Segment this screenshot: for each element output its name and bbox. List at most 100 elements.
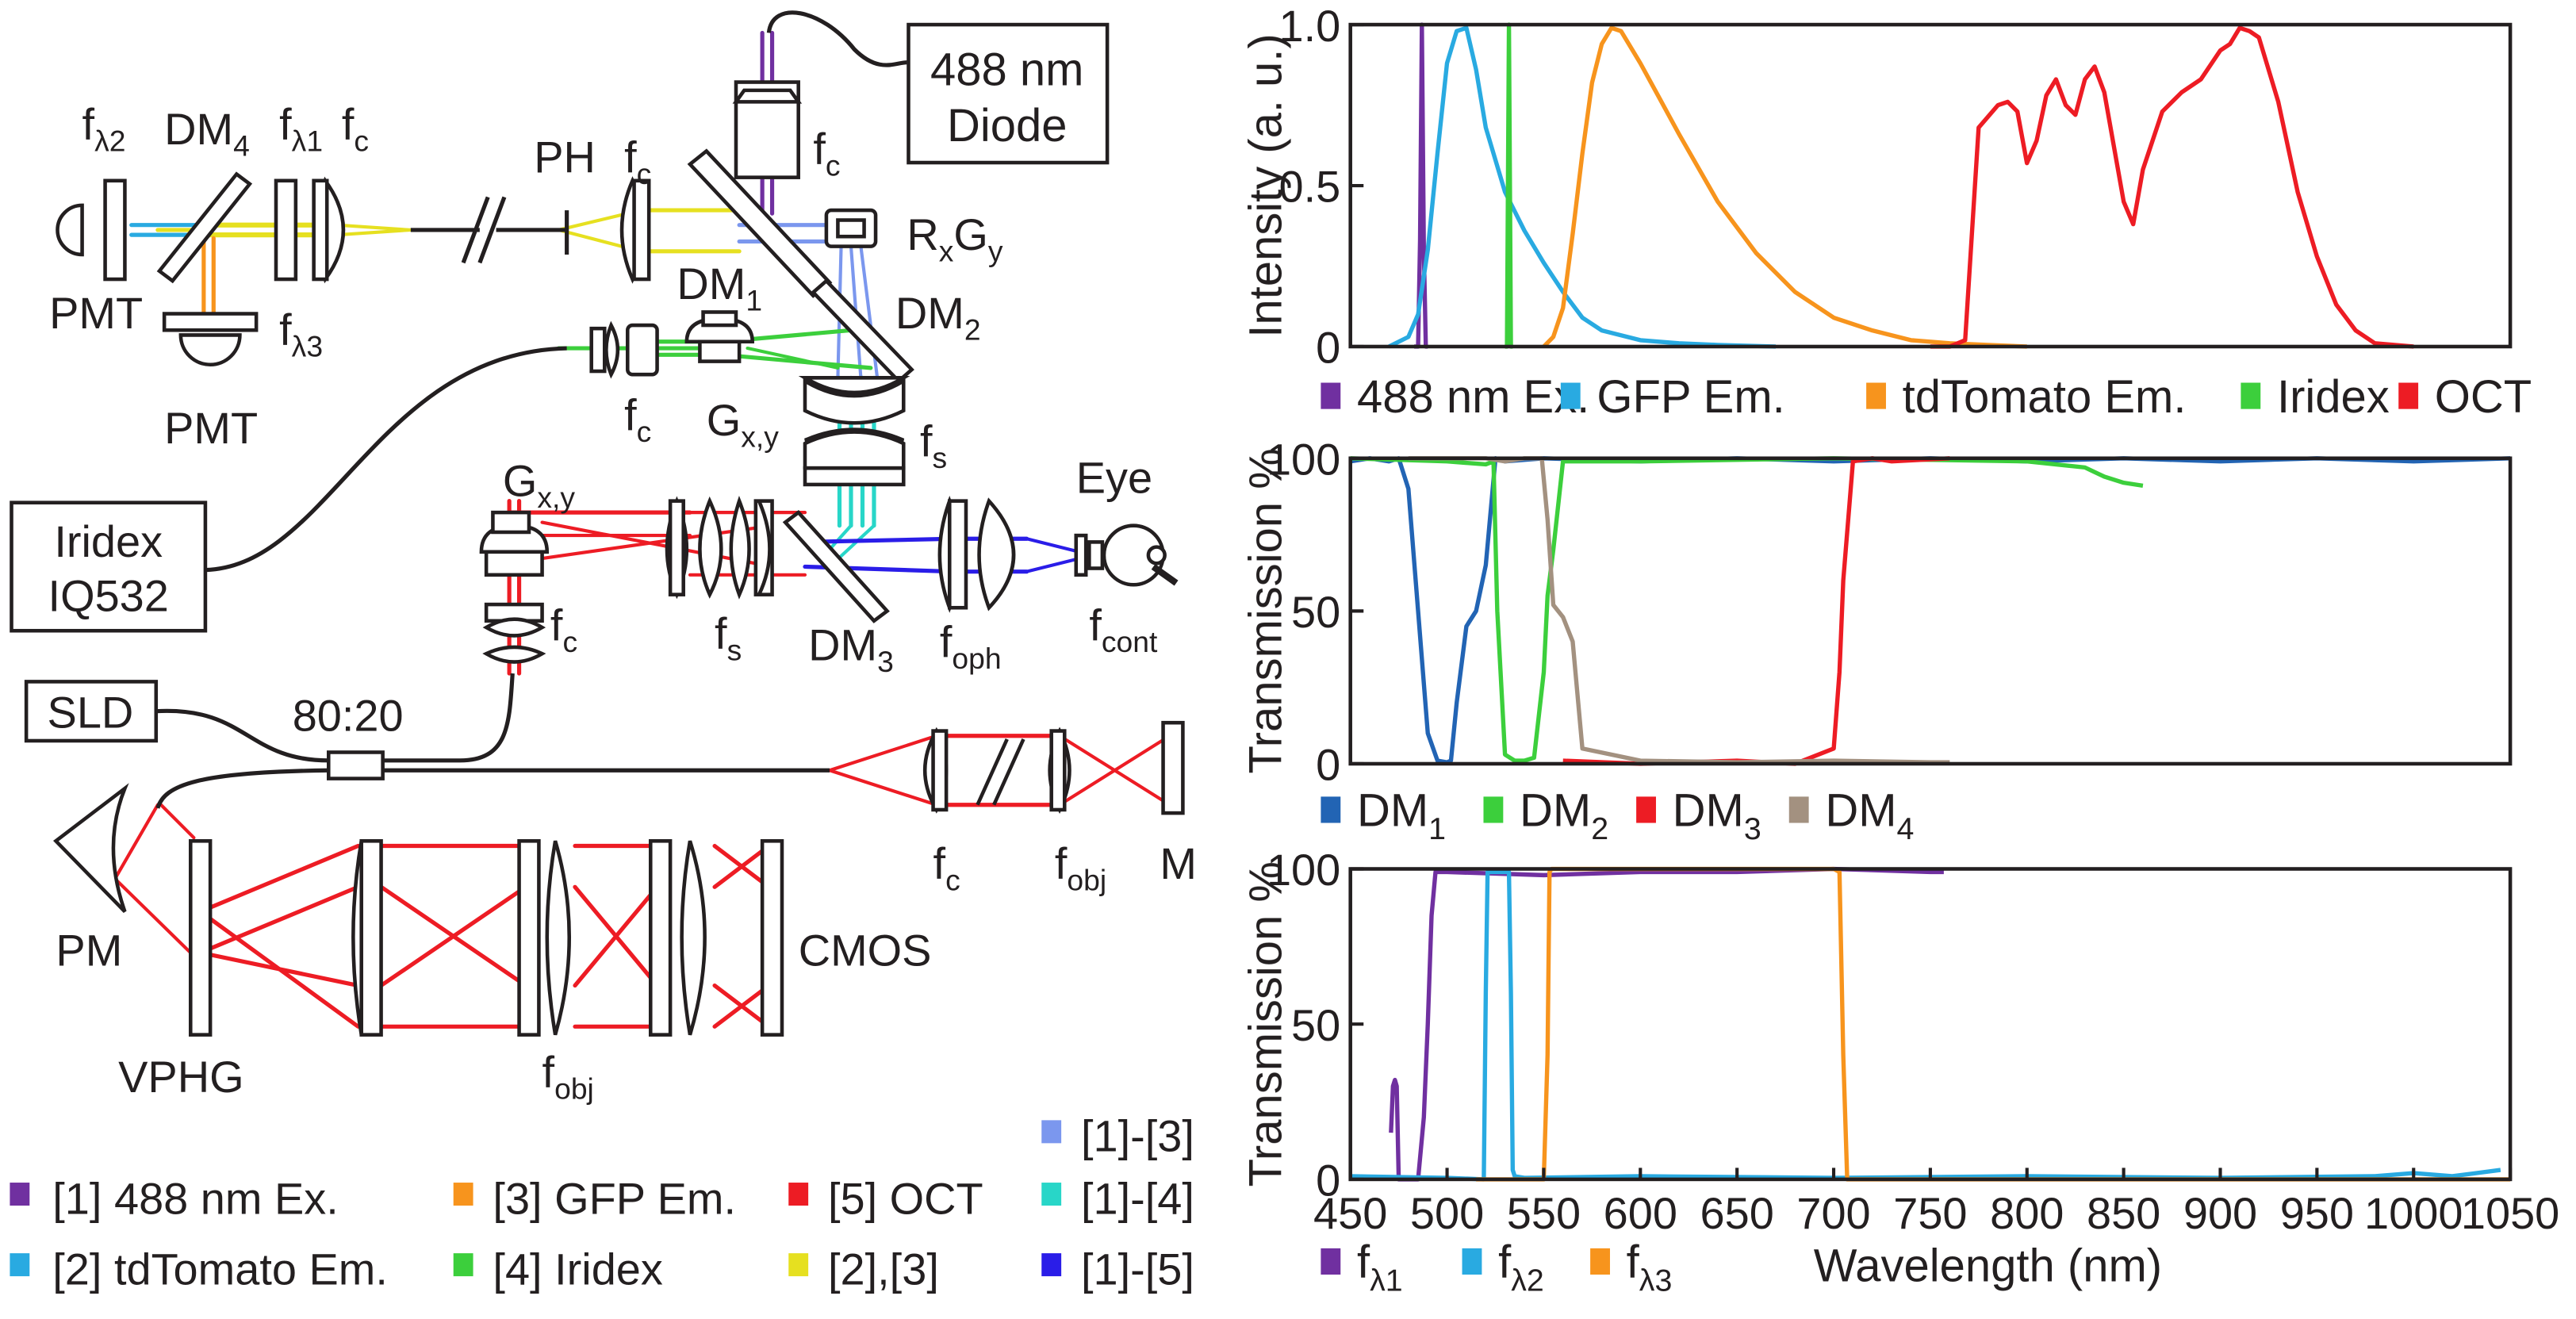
legend-swatch [1788, 796, 1809, 823]
x-tick-label: 550 [1507, 1188, 1581, 1238]
label-eye: Eye [1076, 452, 1152, 502]
legend-label-8: [1]-[4] [1081, 1173, 1194, 1223]
y-tick-label: 1.0 [1279, 1, 1341, 51]
legend-swatch [1321, 382, 1341, 409]
x-tick-label: 450 [1313, 1188, 1387, 1238]
legend-label: fλ2 [1498, 1237, 1544, 1298]
iridex-box [10, 500, 208, 633]
label-fc-1: fc [342, 99, 369, 157]
optical-setup-diagram: 488 nm Diode Iridex IQ532 SLD fλ2 DM4 fλ… [10, 10, 1197, 1294]
x-tick-label: 500 [1410, 1188, 1484, 1238]
label-fc-4: fc [624, 390, 651, 448]
y-tick-label: 50 [1291, 587, 1340, 637]
iridex-label-2: IQ532 [48, 570, 169, 620]
label-dm2: DM2 [895, 288, 981, 346]
label-dm3: DM3 [808, 620, 894, 678]
x-tick-label: 750 [1893, 1188, 1967, 1238]
series-line-2 [1388, 25, 1777, 349]
label-fobj-2: fobj [542, 1047, 594, 1105]
series-line-1 [1350, 456, 2511, 765]
y-axis-label: Intensity (a. u.) [1241, 33, 1292, 337]
legend-swatch [2241, 382, 2261, 409]
plot-frame [1348, 22, 2513, 349]
label-fc-6: fc [933, 838, 960, 896]
legend-swatch-4 [453, 1253, 473, 1277]
label-fc-2: fc [624, 132, 651, 190]
legend-swatch-1 [10, 1183, 30, 1206]
label-fs-1: fs [920, 416, 947, 474]
x-tick-label: 600 [1604, 1188, 1677, 1238]
label-gxy-2: Gx,y [503, 455, 575, 513]
y-tick-label: 100 [1267, 434, 1340, 484]
x-axis-label: Wavelength (nm) [1814, 1240, 2162, 1291]
legend-swatch-6 [788, 1253, 809, 1277]
iridex-label-1: Iridex [54, 516, 163, 566]
series-line-5 [1930, 25, 2414, 349]
optical-components [52, 80, 1185, 1037]
legend-label: OCT [2435, 372, 2532, 423]
series-line-3 [1562, 456, 1950, 766]
label-rxgy: RxGy [907, 209, 1003, 267]
label-foph: foph [940, 616, 1002, 674]
label-f-lambda3: fλ3 [279, 305, 323, 362]
label-pm: PM [56, 926, 122, 976]
legend-label-3: [3] GFP Em. [493, 1173, 736, 1223]
label-cmos: CMOS [799, 926, 932, 976]
y-axis-label: Transmission % [1241, 861, 1292, 1187]
label-fs-2: fs [715, 608, 742, 666]
label-fcont: fcont [1089, 600, 1158, 658]
x-tick-label: 900 [2183, 1188, 2257, 1238]
legend-swatch-5 [788, 1183, 809, 1206]
legend-label: fλ1 [1357, 1237, 1403, 1298]
label-pmt-1: PMT [49, 288, 143, 338]
legend-label: tdTomato Em. [1903, 372, 2187, 423]
legend-swatch [1590, 1248, 1610, 1275]
y-axis-label: Transmission % [1241, 448, 1292, 773]
legend-label: DM2 [1520, 786, 1608, 847]
series-line-1 [1389, 866, 1944, 1182]
x-tick-label: 1000 [2364, 1188, 2463, 1238]
beam-legend: [1] 488 nm Ex. [2] tdTomato Em. [3] GFP … [10, 1111, 1194, 1294]
label-fobj-1: fobj [1055, 838, 1106, 896]
x-tick-label: 950 [2280, 1188, 2354, 1238]
legend-label-6: [2],[3] [828, 1244, 939, 1294]
legend-swatch [1636, 796, 1656, 823]
legend-label: DM4 [1825, 786, 1914, 847]
legend-swatch-8 [1041, 1183, 1062, 1206]
legend-swatch [1462, 1248, 1482, 1275]
boxes: 488 nm Diode Iridex IQ532 SLD [10, 22, 1110, 743]
legend-swatch-3 [453, 1183, 473, 1206]
legend-label: DM3 [1673, 786, 1761, 847]
plot-frame [1348, 867, 2513, 1182]
legend-label: GFP Em. [1597, 372, 1784, 423]
label-f-lambda2: fλ2 [82, 99, 126, 157]
diode-label-2: Diode [947, 101, 1068, 151]
label-mirror: M [1160, 838, 1197, 888]
legend-label-9: [1]-[5] [1081, 1244, 1194, 1294]
label-dm1: DM1 [677, 259, 762, 316]
label-fc-5: fc [550, 600, 577, 658]
series-line-2 [1350, 456, 2144, 763]
legend-label-5: [5] OCT [828, 1173, 983, 1223]
legend-label-1: [1] 488 nm Ex. [52, 1173, 339, 1223]
diode-label-1: 488 nm [930, 45, 1083, 96]
x-tick-label: 650 [1700, 1188, 1774, 1238]
label-f-lambda1: fλ1 [279, 99, 323, 157]
legend-label: 488 nm Ex. [1357, 372, 1589, 423]
x-tick-label: 700 [1796, 1188, 1870, 1238]
label-dm4: DM4 [164, 104, 250, 162]
legend-label-4: [4] Iridex [493, 1244, 662, 1294]
y-tick-label: 100 [1267, 845, 1340, 895]
legend-label-7: [1]-[3] [1081, 1111, 1194, 1161]
y-tick-label: 0 [1316, 323, 1340, 373]
legend-swatch [1560, 382, 1581, 409]
legend-swatch-7 [1041, 1120, 1062, 1144]
diode-box [907, 22, 1110, 165]
legend-swatch [1866, 382, 1886, 409]
label-vphg: VPHG [118, 1052, 243, 1102]
y-tick-label: 0 [1316, 740, 1340, 790]
y-tick-label: 50 [1291, 1000, 1340, 1050]
